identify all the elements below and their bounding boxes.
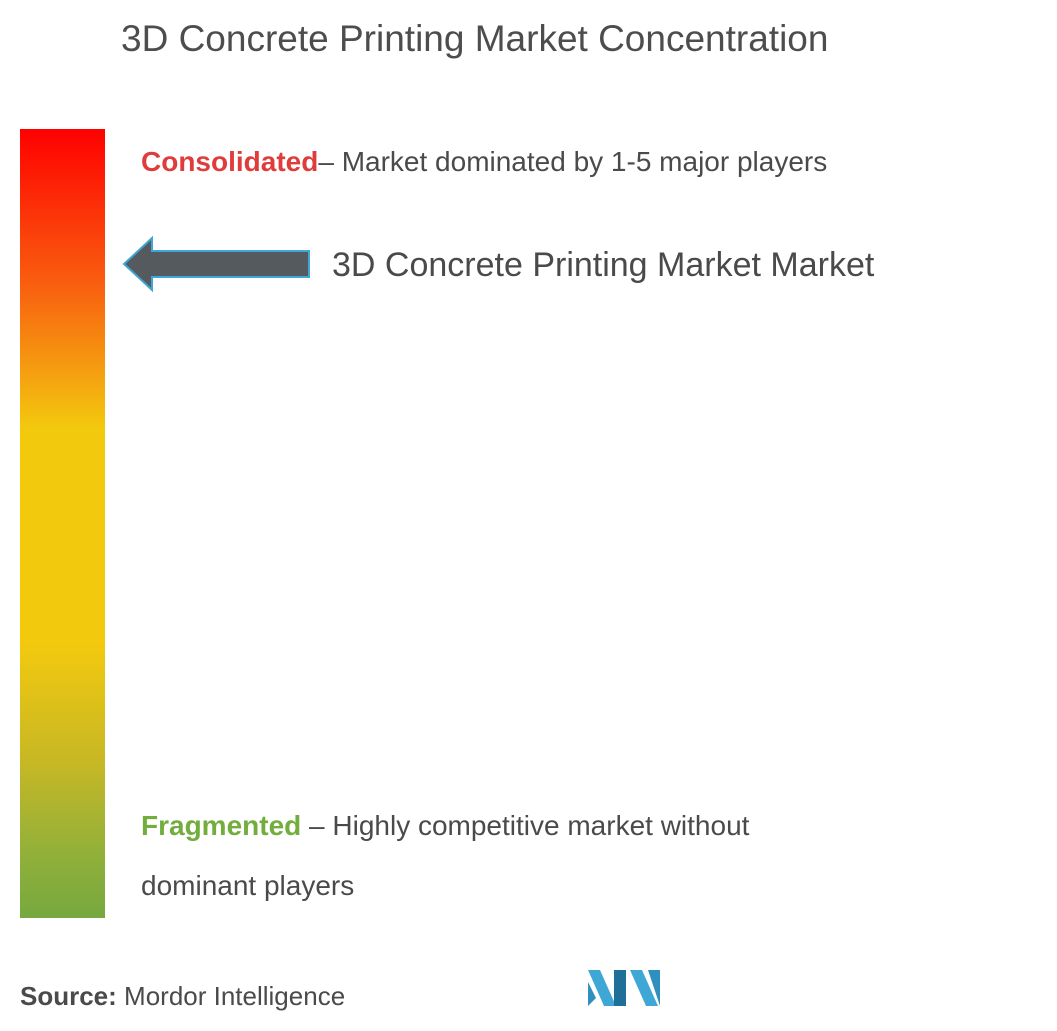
concentration-gradient-bar (20, 129, 105, 918)
consolidated-description: Consolidated– Market dominated by 1-5 ma… (141, 132, 861, 192)
source-prefix: Source: (20, 981, 117, 1011)
source-attribution: Source: Mordor Intelligence (20, 978, 345, 1014)
source-name: Mordor Intelligence (116, 981, 346, 1011)
fragmented-description: Fragmented – Highly competitive market w… (141, 796, 861, 916)
fragmented-text: – Highly competitive market without domi… (141, 810, 750, 901)
fragmented-keyword: Fragmented (141, 810, 302, 841)
market-position-arrow (122, 236, 310, 292)
left-arrow-icon (122, 236, 310, 292)
mordor-intelligence-logo (588, 970, 660, 1006)
market-position-label: 3D Concrete Printing Market Market (332, 246, 875, 284)
chart-title: 3D Concrete Printing Market Concentratio… (121, 18, 829, 59)
consolidated-text: – Market dominated by 1-5 major players (318, 146, 828, 177)
consolidated-keyword: Consolidated (141, 146, 319, 177)
